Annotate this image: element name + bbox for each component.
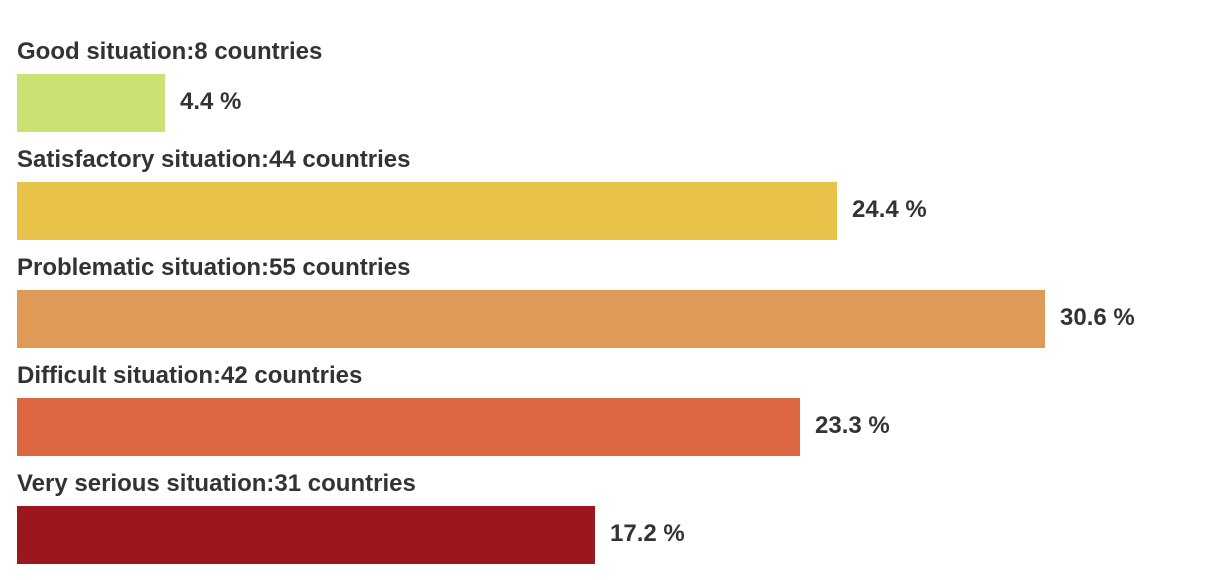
value-label: 24.4 %: [852, 196, 927, 223]
bar: [17, 74, 165, 132]
bar-row: Very serious situation:31 countries 17.2 …: [17, 469, 1207, 564]
category-label: Very serious situation:31 countries: [17, 470, 416, 497]
value-label: 4.4 %: [180, 88, 242, 115]
category-label: Satisfactory situation:44 countries: [17, 146, 411, 173]
value-label: 23.3 %: [815, 412, 890, 439]
bar-row: Problematic situation:55 countries 30.6 %: [17, 253, 1207, 348]
value-label: 30.6 %: [1060, 304, 1135, 331]
bar: [17, 398, 800, 456]
bar-row: Difficult situation:42 countries 23.3 %: [17, 361, 1207, 456]
category-label: Good situation:8 countries: [17, 38, 323, 65]
category-label: Problematic situation:55 countries: [17, 254, 411, 281]
value-label: 17.2 %: [610, 520, 685, 547]
bar: [17, 290, 1045, 348]
category-label: Difficult situation:42 countries: [17, 362, 363, 389]
bar: [17, 182, 837, 240]
bar: [17, 506, 595, 564]
bar-row: Good situation:8 countries 4.4 %: [17, 37, 1207, 132]
bar-row: Satisfactory situation:44 countries 24.4 …: [17, 145, 1207, 240]
